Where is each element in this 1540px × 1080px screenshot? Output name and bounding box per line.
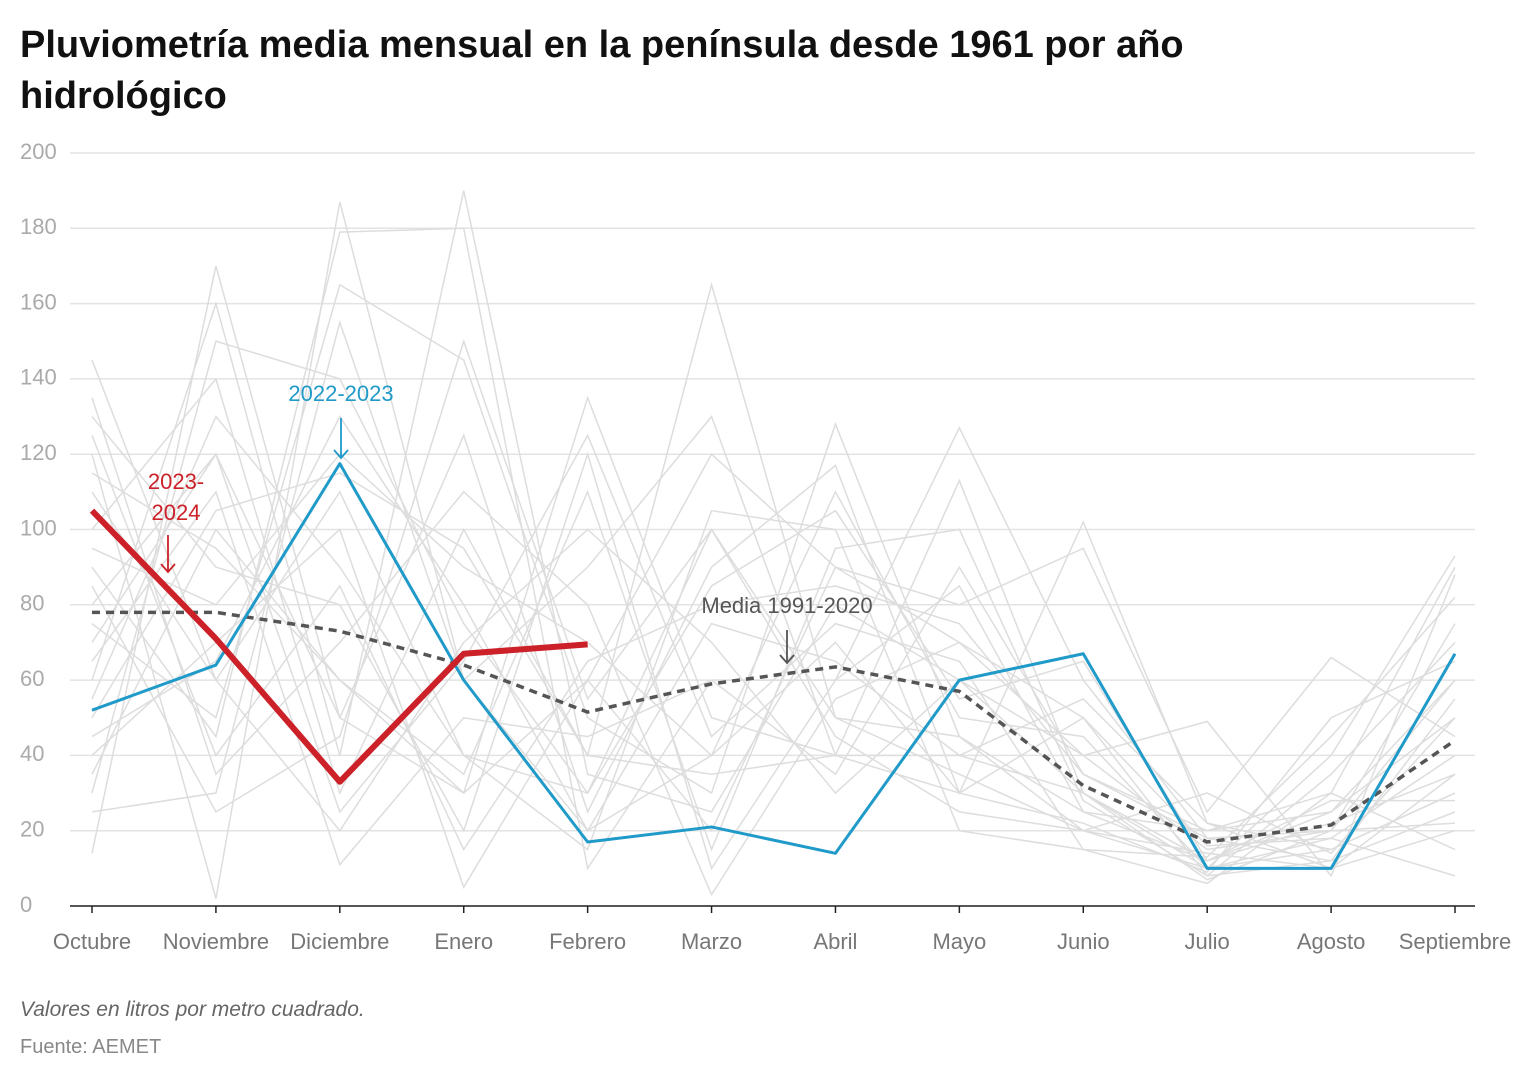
background-line: [91, 490, 1456, 867]
y-tick-label: 140: [20, 365, 57, 390]
series-annotation: 2022-2023: [288, 381, 394, 406]
y-tick-label: 180: [20, 214, 57, 239]
y-tick-label: 160: [20, 289, 57, 314]
x-tick-label: Octubre: [53, 929, 131, 954]
y-tick-label: 200: [20, 139, 57, 164]
chart-source: Fuente: AEMET: [20, 1036, 162, 1058]
background-line: [91, 416, 1456, 871]
background-line: [91, 435, 1456, 852]
x-tick-label: Agosto: [1297, 929, 1366, 954]
y-tick-label: 40: [20, 741, 44, 766]
chart-title: Pluviometría media mensual en la penínsu…: [20, 24, 1184, 117]
x-tick-label: Abril: [813, 929, 857, 954]
y-tick-label: 0: [20, 892, 32, 917]
background-line: [91, 397, 1456, 897]
annotation-arrow: [333, 418, 349, 460]
background-line: [91, 472, 1456, 874]
y-tick-label: 60: [20, 666, 44, 691]
background-line: [91, 340, 1455, 862]
x-tick-label: Enero: [434, 929, 493, 954]
background-line: [91, 395, 1456, 870]
annotation-arrow: [779, 630, 795, 665]
x-tick-label: Marzo: [681, 929, 742, 954]
annotation-arrow: [160, 535, 176, 574]
background-line: [91, 201, 1456, 899]
x-tick-label: Julio: [1185, 929, 1230, 954]
x-tick-label: Mayo: [932, 929, 986, 954]
series-line: [89, 508, 588, 785]
x-tick-label: Septiembre: [1399, 929, 1512, 954]
background-line: [91, 319, 1456, 881]
series-line: [91, 462, 1457, 870]
background-line: [91, 283, 1456, 862]
chart-note: Valores en litros por metro cuadrado.: [20, 998, 365, 1021]
y-tick-label: 80: [20, 591, 44, 616]
x-tick-label: Junio: [1057, 929, 1110, 954]
background-line: [91, 491, 1456, 878]
y-tick-label: 100: [20, 515, 57, 540]
background-line: [91, 472, 1456, 877]
series-annotation: 2023-2024: [147, 469, 205, 525]
background-line: [91, 453, 1456, 889]
y-tick-label: 20: [20, 817, 44, 842]
x-tick-label: Febrero: [549, 929, 626, 954]
background-line: [91, 281, 1456, 870]
series-annotation: Media 1991-2020: [701, 593, 873, 618]
x-tick-label: Noviembre: [163, 929, 269, 954]
background-line: [91, 338, 1456, 855]
background-line: [91, 415, 1456, 870]
background-line: [91, 190, 1456, 862]
series-line: [92, 610, 1456, 844]
x-tick-label: Diciembre: [290, 929, 389, 954]
y-tick-label: 120: [20, 440, 57, 465]
